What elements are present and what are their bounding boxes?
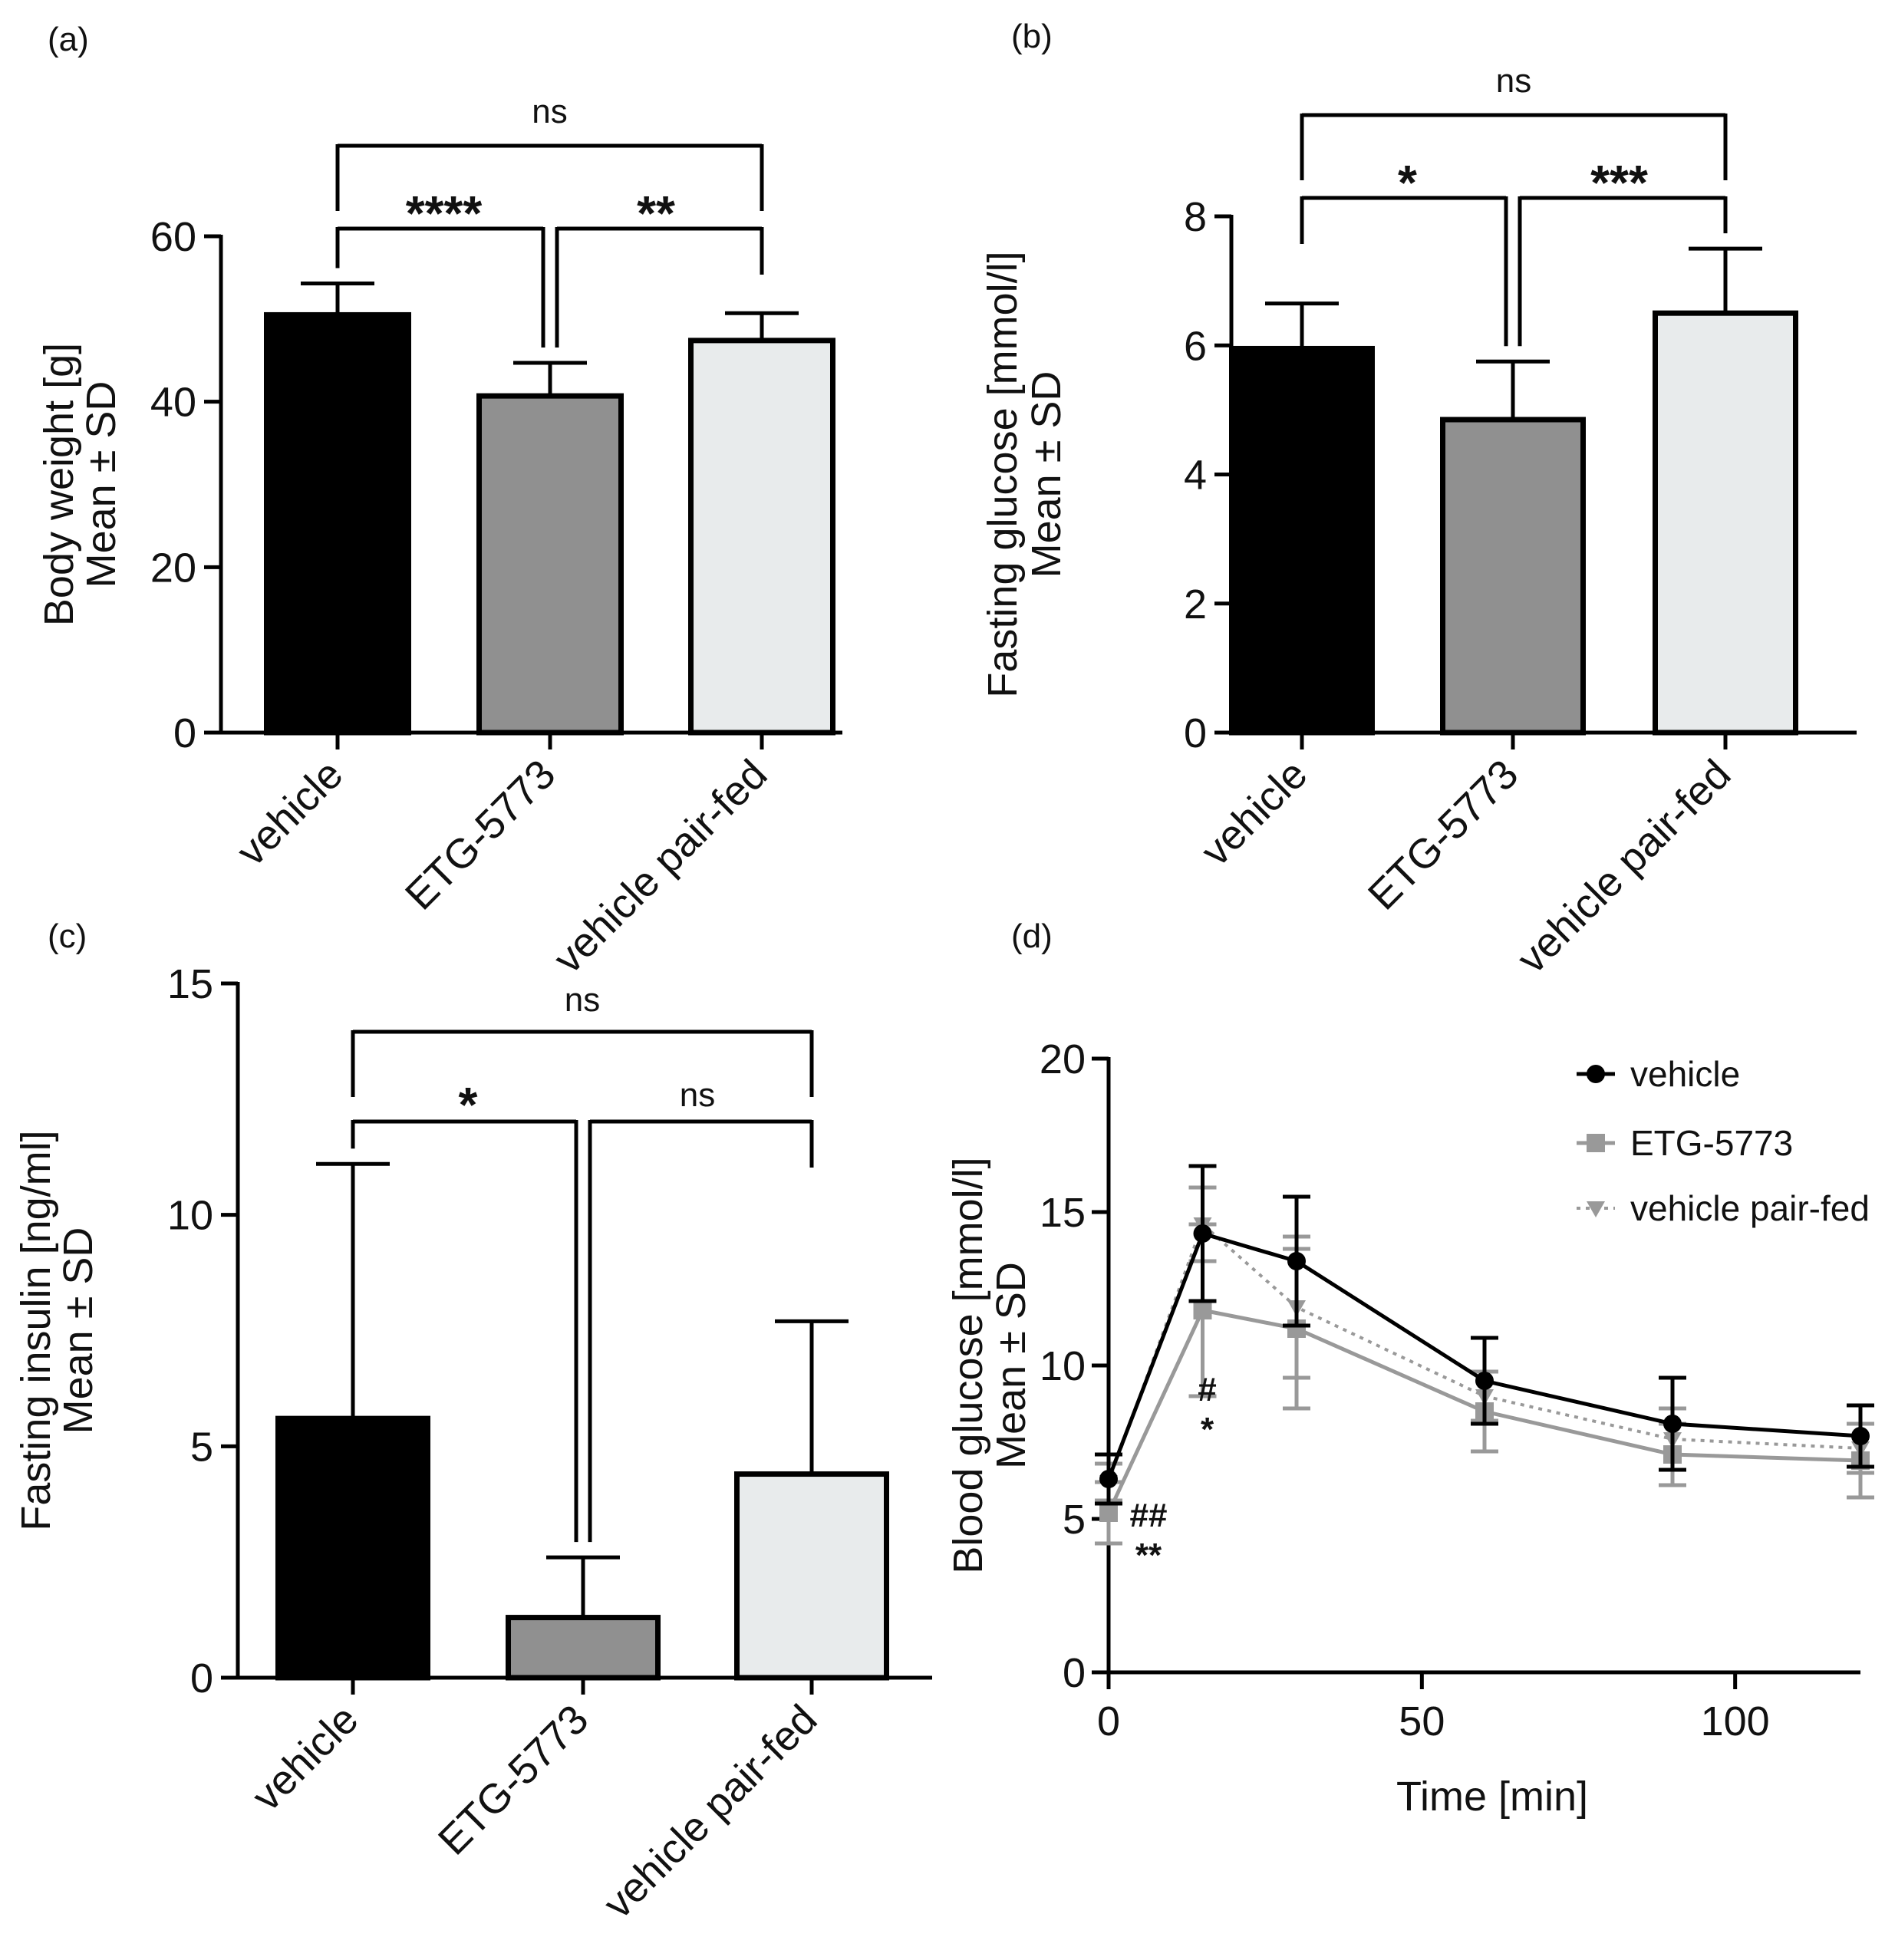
legend: vehicle ETG-5773 vehicle pair-fed (1577, 1054, 1870, 1228)
significance-label: ns (1496, 62, 1531, 100)
y-axis-label: Mean ± SD (55, 1227, 101, 1435)
y-tick-label: 0 (1184, 710, 1207, 756)
bar (1653, 310, 1798, 736)
bar (275, 1415, 430, 1681)
y-axis-label: Fasting glucose [mmol/l] (980, 251, 1026, 697)
bar (688, 338, 835, 736)
data-point (1475, 1372, 1494, 1390)
data-point (1663, 1415, 1682, 1433)
significance-label: * (1398, 155, 1417, 210)
significance-label: ** (637, 186, 675, 241)
data-point (1193, 1224, 1212, 1243)
y-axis-label: Fasting insulin [ng/ml] (13, 1130, 59, 1530)
data-point (1587, 1065, 1605, 1083)
x-axis-label: Time [min] (1396, 1774, 1588, 1820)
y-tick-label: 2 (1184, 581, 1207, 628)
y-tick-label: 6 (1184, 323, 1207, 369)
panel-label: (a) (48, 21, 89, 58)
data-point (1099, 1470, 1118, 1488)
panel-label: (c) (48, 917, 87, 955)
y-tick-label: 15 (1040, 1190, 1086, 1236)
data-point (1587, 1201, 1605, 1217)
panel-3: (d) 0 5 10 15 20 0 50 100 Time [min] Blood glucose… (945, 917, 1874, 1820)
series-line (1106, 1308, 1861, 1514)
x-tick-label: 50 (1399, 1698, 1445, 1744)
bar (264, 311, 411, 736)
legend-label: vehicle pair-fed (1630, 1188, 1870, 1228)
legend-label: vehicle (1630, 1054, 1740, 1094)
significance-label: ns (680, 1076, 715, 1114)
series-line (1106, 1230, 1861, 1480)
y-axis-label: Mean ± SD (1023, 371, 1069, 578)
significance-annotation: # (1198, 1371, 1216, 1408)
bar (1229, 345, 1375, 736)
category-label: vehicle (243, 1696, 367, 1820)
significance-label: ns (565, 981, 600, 1019)
category-label: ETG-5773 (397, 751, 565, 919)
x-tick-label: 0 (1097, 1698, 1120, 1744)
y-tick-label: 40 (150, 380, 196, 426)
significance-annotation: ## (1130, 1497, 1168, 1534)
category-label: vehicle pair-fed (595, 1696, 826, 1927)
bar (734, 1471, 889, 1681)
significance-label: * (459, 1077, 478, 1132)
category-label: vehicle pair-fed (1508, 751, 1739, 982)
series-line (1107, 1221, 1861, 1483)
significance-label: *** (1590, 155, 1648, 210)
category-label: vehicle (1192, 751, 1316, 875)
panel-label: (d) (1011, 917, 1053, 955)
data-point (1287, 1252, 1306, 1270)
bar (506, 1615, 661, 1681)
y-tick-label: 0 (190, 1655, 213, 1701)
significance-annotation: ** (1135, 1537, 1162, 1574)
y-tick-label: 20 (1040, 1036, 1086, 1082)
data-point (1193, 1301, 1212, 1319)
y-tick-label: 0 (1063, 1650, 1086, 1696)
y-tick-label: 15 (167, 961, 213, 1007)
category-label: ETG-5773 (1359, 751, 1527, 919)
category-label: ETG-5773 (430, 1696, 598, 1864)
significance-label: **** (406, 186, 483, 241)
data-point (1851, 1427, 1870, 1445)
y-axis-label: Mean ± SD (78, 381, 124, 588)
y-tick-label: 8 (1184, 194, 1207, 240)
y-tick-label: 5 (190, 1424, 213, 1470)
y-tick-label: 0 (173, 710, 196, 756)
y-axis-label: Blood glucose [mmol/l] (945, 1157, 991, 1573)
category-label: vehicle pair-fed (545, 751, 776, 982)
y-axis-label: Mean ± SD (988, 1262, 1034, 1469)
y-tick-label: 5 (1063, 1497, 1086, 1543)
y-tick-label: 10 (1040, 1343, 1086, 1389)
y-tick-label: 60 (150, 214, 196, 260)
data-point (1099, 1504, 1118, 1522)
y-tick-label: 20 (150, 545, 196, 591)
legend-label: ETG-5773 (1630, 1123, 1793, 1163)
y-tick-label: 10 (167, 1193, 213, 1239)
bar (476, 393, 624, 736)
x-tick-label: 100 (1701, 1698, 1770, 1744)
significance-annotation: * (1201, 1411, 1214, 1448)
category-label: vehicle (228, 751, 351, 875)
series-vehicle (1095, 1164, 1874, 1506)
y-axis-label: Body weight [g] (36, 343, 82, 626)
bar (1440, 417, 1586, 736)
data-point (1587, 1134, 1605, 1152)
significance-label: ns (532, 93, 567, 130)
y-tick-label: 4 (1184, 453, 1207, 499)
panel-label: (b) (1011, 18, 1053, 55)
